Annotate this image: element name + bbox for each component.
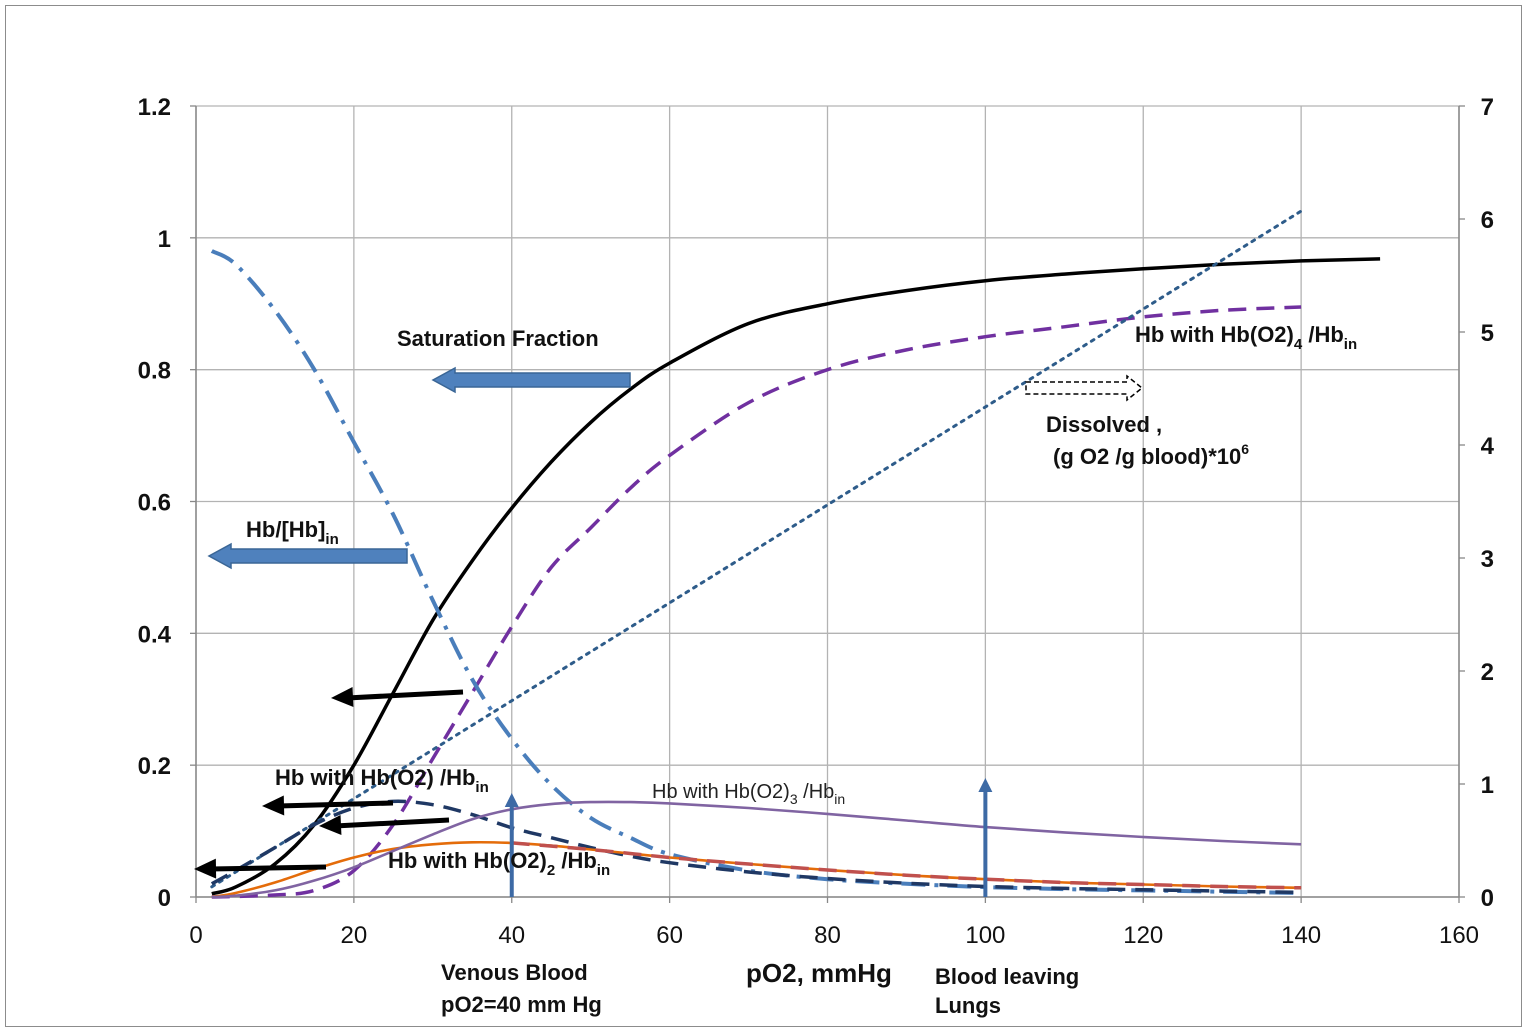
label-dissolved-line2: (g O2 /g blood)*106 (1053, 441, 1249, 469)
y2-tick-label-5: 5 (1481, 320, 1494, 347)
y2-tick-label-4: 4 (1481, 433, 1495, 460)
y-axis-right-ticks: 0 1 2 3 4 5 6 7 (1459, 94, 1495, 912)
x-tick-label-5: 100 (965, 922, 1005, 949)
label-hb-in: Hb/[Hb]in (246, 517, 339, 548)
series-line-1 (211, 305, 1302, 899)
label-lungs-line1: Blood leaving (935, 964, 1079, 989)
x-tick-label-7: 140 (1281, 922, 1321, 949)
arrow-black-4-head (194, 858, 217, 879)
arrow-black-2-head (262, 795, 285, 816)
label-hb-o2-4: Hb with Hb(O2)4 /Hbin (1135, 322, 1357, 353)
y2-tick-label-0: 0 (1481, 885, 1494, 912)
series-line-3 (210, 209, 1303, 889)
y2-tick-label-6: 6 (1481, 207, 1494, 234)
y2-tick-label-1: 1 (1481, 772, 1494, 799)
series-line-0 (211, 257, 1381, 896)
series-lines (210, 209, 1381, 899)
annotation-arrows (194, 366, 1144, 897)
y-axis-left-ticks: 0 0.2 0.4 0.6 0.8 1 1.2 (138, 94, 196, 912)
marker-venous-head (504, 793, 519, 807)
arrow-black-2-shaft (277, 800, 394, 809)
x-axis-label: pO2, mmHg (746, 958, 892, 988)
y-tick-label-4: 0.8 (138, 358, 171, 385)
x-tick-label-1: 20 (341, 922, 368, 949)
x-tick-label-3: 60 (656, 922, 683, 949)
y-tick-label-0: 0 (158, 885, 171, 912)
series-line-6 (511, 841, 1302, 890)
arrow-hb-in (207, 542, 408, 570)
label-saturation-fraction: Saturation Fraction (397, 326, 599, 351)
marker-lungs-head (978, 778, 993, 792)
label-dissolved-line1: Dissolved , (1046, 412, 1162, 437)
arrow-black-3-head (319, 814, 342, 835)
y-tick-label-3: 0.6 (138, 490, 171, 517)
label-hb-o2-2: Hb with Hb(O2)2 /Hbin (388, 848, 610, 879)
label-lungs-line2: Lungs (935, 993, 1001, 1018)
y-tick-label-5: 1 (158, 226, 171, 253)
y-tick-label-1: 0.2 (138, 753, 171, 780)
arrow-saturation-fraction (431, 366, 631, 394)
arrow-black-1-head (331, 687, 354, 707)
y-tick-label-2: 0.4 (138, 621, 172, 648)
label-hb-o2-1: Hb with Hb(O2) /Hbin (275, 765, 489, 796)
x-tick-label-6: 120 (1123, 922, 1163, 949)
x-tick-label-0: 0 (189, 922, 202, 949)
label-venous-line2: pO2=40 mm Hg (441, 992, 602, 1017)
y2-tick-label-3: 3 (1481, 546, 1494, 573)
arrow-black-4-shaft (209, 864, 327, 872)
y2-tick-label-2: 2 (1481, 659, 1494, 686)
y-tick-label-6: 1.2 (138, 94, 171, 121)
series-line-2 (210, 249, 1302, 895)
arrow-dissolved (1025, 374, 1144, 402)
series-line-7 (211, 800, 1302, 899)
x-tick-label-8: 160 (1439, 922, 1479, 949)
x-axis-ticks: 0 20 40 60 80 100 120 140 160 (189, 897, 1479, 949)
label-venous-line1: Venous Blood (441, 960, 588, 985)
x-tick-label-2: 40 (498, 922, 525, 949)
arrow-black-3-shaft (334, 817, 450, 829)
x-tick-label-4: 80 (814, 922, 841, 949)
arrow-black-1-shaft (346, 689, 464, 701)
y2-tick-label-7: 7 (1481, 94, 1494, 121)
label-hb-o2-3: Hb with Hb(O2)3 /Hbin (652, 781, 845, 807)
series-line-4 (210, 799, 1302, 895)
